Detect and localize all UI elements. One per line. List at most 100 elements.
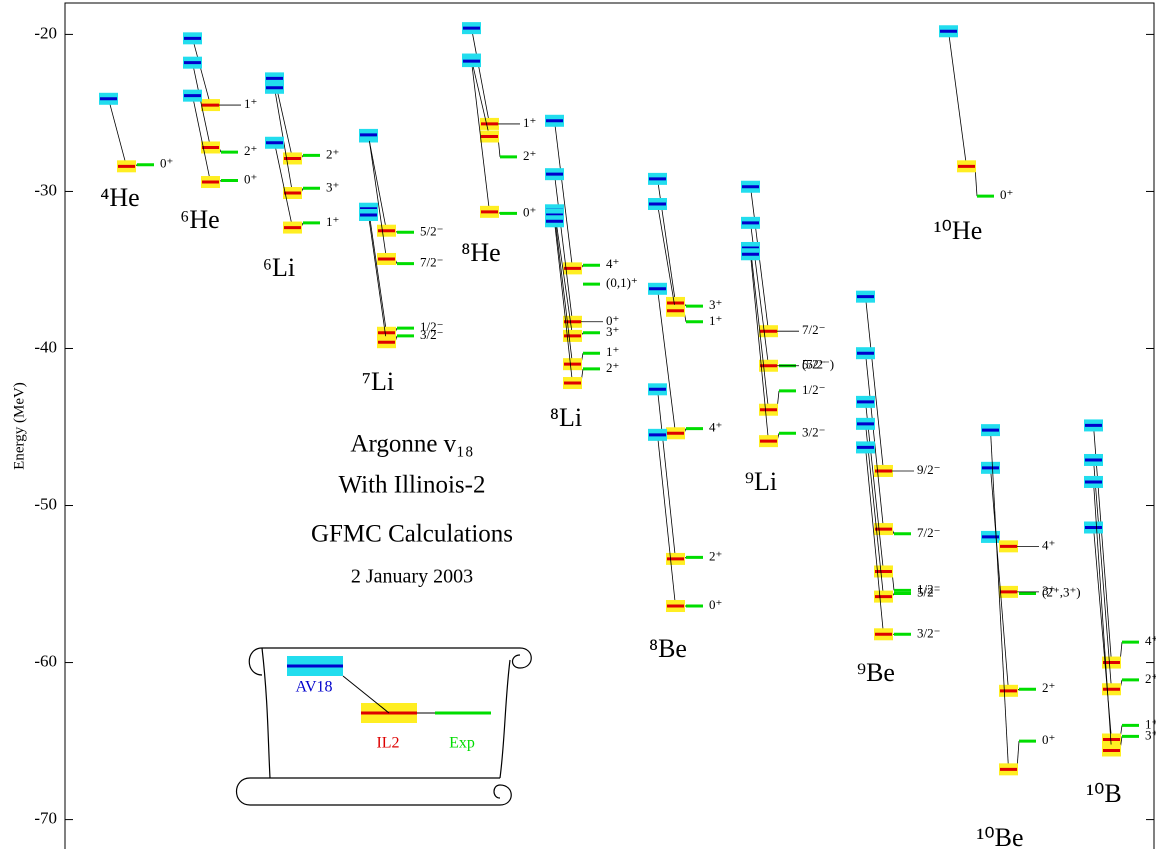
nucleus-name: ⁹Be xyxy=(857,658,895,687)
nucleus-name: ⁶He xyxy=(180,205,219,234)
connector xyxy=(274,142,293,228)
spin-label: 2⁺ xyxy=(709,548,722,563)
connector xyxy=(471,59,490,137)
spin-label: 1⁺ xyxy=(326,214,339,229)
connector xyxy=(657,389,676,559)
connector xyxy=(554,120,573,269)
connector xyxy=(750,254,769,442)
spin-label: 3⁺ xyxy=(1145,727,1156,742)
connector xyxy=(657,288,676,434)
y-axis-label: Energy (MeV) xyxy=(11,382,27,470)
plot-frame xyxy=(64,2,1155,849)
spin-label: 4⁺ xyxy=(1145,633,1156,648)
spin-label: 0⁺ xyxy=(523,204,536,219)
spin-label: 2⁺ xyxy=(1145,671,1156,686)
connector xyxy=(657,434,676,607)
spin-label: 1⁺ xyxy=(523,115,536,130)
spin-label: 3/2⁻ xyxy=(420,327,443,342)
spin-label: 0⁺ xyxy=(244,171,257,186)
connector xyxy=(554,210,573,336)
legend-connector xyxy=(342,675,390,714)
y-tick-label: -40 xyxy=(34,337,57,356)
y-tick-label: -70 xyxy=(34,808,57,827)
nucleus-name: ⁶Li xyxy=(263,253,295,282)
connector xyxy=(750,247,769,410)
nucleus-name: ¹⁰He xyxy=(934,216,983,245)
connector xyxy=(471,28,490,124)
connector xyxy=(554,221,573,384)
connector xyxy=(192,62,211,148)
connector xyxy=(368,208,387,333)
spin-label: 0⁺ xyxy=(1000,187,1013,202)
spin-label: (2⁺,3⁺) xyxy=(1042,584,1081,599)
spin-label: 2⁺ xyxy=(606,360,619,375)
spin-label: 2⁺ xyxy=(1042,680,1055,695)
spin-label: 7/2⁻ xyxy=(420,255,443,270)
nucleus-name: ⁸Li xyxy=(550,403,582,432)
annotation: GFMC Calculations xyxy=(311,521,513,548)
spin-label: (0,1)⁺ xyxy=(606,275,638,290)
connector xyxy=(865,353,884,530)
spin-label: 5/2⁻ xyxy=(802,357,825,372)
legend-label: AV18 xyxy=(295,679,332,696)
spin-label: 2⁺ xyxy=(326,146,339,161)
connector xyxy=(554,214,573,365)
connector xyxy=(368,134,387,260)
connector xyxy=(1093,459,1112,690)
spin-label: 4⁺ xyxy=(709,420,722,435)
spin-label: 3⁺ xyxy=(606,324,619,339)
connector xyxy=(865,447,884,635)
spin-label: 4⁺ xyxy=(606,256,619,271)
y-tick-label: -60 xyxy=(34,651,57,670)
spin-label: 7/2⁻ xyxy=(917,525,940,540)
spin-label: 0⁺ xyxy=(709,597,722,612)
nucleus-name: ⁹Li xyxy=(745,467,777,496)
nucleus-name: ⁴He xyxy=(100,183,139,212)
connector xyxy=(554,174,573,322)
nucleus-name: ⁷Li xyxy=(362,367,394,396)
spin-label: 3⁺ xyxy=(1042,583,1055,598)
connector xyxy=(990,430,1009,770)
connector xyxy=(990,467,1009,691)
spin-label: 4⁺ xyxy=(1042,537,1055,552)
spin-label: 2⁺ xyxy=(244,143,257,158)
spin-label: 5/2⁻ xyxy=(420,223,443,238)
legend-label: Exp xyxy=(449,735,475,752)
connector xyxy=(368,136,387,231)
connector xyxy=(368,214,387,343)
spin-label: 9/2⁻ xyxy=(917,462,940,477)
connector xyxy=(657,203,676,311)
annotation: Argonne v₁₈ xyxy=(350,431,473,458)
spin-label: 2⁺ xyxy=(523,148,536,163)
nucleus-name: ⁸He xyxy=(461,238,500,267)
spin-label: 7/2⁻ xyxy=(802,322,825,337)
connector xyxy=(948,31,967,167)
connector xyxy=(471,61,490,212)
spin-label: 1⁺ xyxy=(244,96,257,111)
connector xyxy=(192,38,211,106)
spin-label: 1/2⁻ xyxy=(420,319,443,334)
connector xyxy=(192,95,211,183)
legend-scroll xyxy=(235,647,532,806)
annotation: With Illinois-2 xyxy=(339,472,486,499)
spin-label: 1⁺ xyxy=(709,313,722,328)
nucleus-name: ¹⁰B xyxy=(1086,779,1122,808)
spin-label: 3/2⁻ xyxy=(802,424,825,439)
spin-label: 5/2⁻ xyxy=(917,584,940,599)
spin-label: 0⁺ xyxy=(1042,732,1055,747)
spin-label: 1/2⁻ xyxy=(802,382,825,397)
spin-label: 3/2⁻ xyxy=(917,625,940,640)
legend-label: IL2 xyxy=(376,735,399,752)
y-tick-label: -20 xyxy=(34,23,57,42)
spin-label: 1/2⁻ xyxy=(917,581,940,596)
spin-label: 0⁺ xyxy=(606,313,619,328)
legend: AV18 IL2 Exp xyxy=(287,656,491,752)
y-tick-label: -50 xyxy=(34,494,57,513)
connector xyxy=(865,296,884,472)
connector xyxy=(865,401,884,572)
annotation: 2 January 2003 xyxy=(351,566,473,588)
nucleus-name: ⁸Be xyxy=(649,634,687,663)
spin-label: 1⁺ xyxy=(1145,716,1156,731)
spin-label: (5/2⁻) xyxy=(802,357,834,372)
